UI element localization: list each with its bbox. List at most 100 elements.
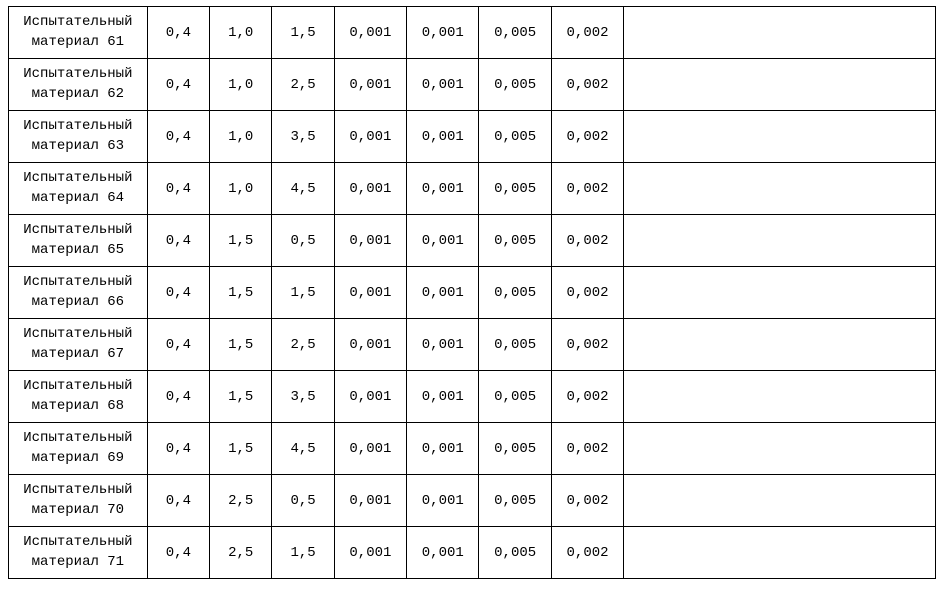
- row-label-line1: Испытательный: [13, 273, 143, 293]
- cell-c7: 0,002: [551, 423, 623, 475]
- cell-c5: 0,001: [407, 163, 479, 215]
- row-label-line1: Испытательный: [13, 221, 143, 241]
- row-label-line2: материал 66: [13, 293, 143, 313]
- table-row: Испытательныйматериал 680,41,53,50,0010,…: [9, 371, 936, 423]
- cell-c7: 0,002: [551, 267, 623, 319]
- cell-c5: 0,001: [407, 371, 479, 423]
- cell-empty: [624, 267, 936, 319]
- cell-c7: 0,002: [551, 371, 623, 423]
- cell-c6: 0,005: [479, 163, 551, 215]
- cell-c5: 0,001: [407, 59, 479, 111]
- row-label-line2: материал 67: [13, 345, 143, 365]
- cell-c4: 0,001: [334, 475, 406, 527]
- cell-c3: 3,5: [272, 371, 334, 423]
- row-label-line2: материал 64: [13, 189, 143, 209]
- cell-c3: 4,5: [272, 423, 334, 475]
- cell-c3: 0,5: [272, 215, 334, 267]
- cell-empty: [624, 59, 936, 111]
- cell-c5: 0,001: [407, 111, 479, 163]
- cell-c2: 1,5: [210, 319, 272, 371]
- cell-c3: 3,5: [272, 111, 334, 163]
- cell-c5: 0,001: [407, 215, 479, 267]
- cell-c4: 0,001: [334, 423, 406, 475]
- cell-c7: 0,002: [551, 59, 623, 111]
- cell-c5: 0,001: [407, 7, 479, 59]
- cell-c5: 0,001: [407, 527, 479, 579]
- cell-c4: 0,001: [334, 111, 406, 163]
- cell-c5: 0,001: [407, 475, 479, 527]
- row-label-line1: Испытательный: [13, 13, 143, 33]
- cell-c6: 0,005: [479, 267, 551, 319]
- cell-c2: 1,5: [210, 371, 272, 423]
- cell-c6: 0,005: [479, 527, 551, 579]
- cell-c4: 0,001: [334, 319, 406, 371]
- cell-c4: 0,001: [334, 371, 406, 423]
- cell-c2: 1,0: [210, 111, 272, 163]
- cell-c3: 1,5: [272, 267, 334, 319]
- cell-c6: 0,005: [479, 371, 551, 423]
- row-label: Испытательныйматериал 66: [9, 267, 148, 319]
- cell-c2: 1,0: [210, 59, 272, 111]
- cell-c3: 1,5: [272, 7, 334, 59]
- cell-c6: 0,005: [479, 423, 551, 475]
- cell-empty: [624, 111, 936, 163]
- row-label: Испытательныйматериал 64: [9, 163, 148, 215]
- cell-c6: 0,005: [479, 319, 551, 371]
- cell-c2: 1,0: [210, 7, 272, 59]
- row-label-line2: материал 61: [13, 33, 143, 53]
- row-label-line1: Испытательный: [13, 429, 143, 449]
- cell-c1: 0,4: [147, 163, 209, 215]
- cell-c5: 0,001: [407, 423, 479, 475]
- row-label: Испытательныйматериал 67: [9, 319, 148, 371]
- cell-empty: [624, 215, 936, 267]
- row-label: Испытательныйматериал 69: [9, 423, 148, 475]
- row-label-line1: Испытательный: [13, 325, 143, 345]
- row-label-line1: Испытательный: [13, 169, 143, 189]
- cell-c3: 2,5: [272, 319, 334, 371]
- table-row: Испытательныйматериал 700,42,50,50,0010,…: [9, 475, 936, 527]
- cell-c2: 2,5: [210, 527, 272, 579]
- row-label-line1: Испытательный: [13, 65, 143, 85]
- table-row: Испытательныйматериал 640,41,04,50,0010,…: [9, 163, 936, 215]
- table-row: Испытательныйматериал 630,41,03,50,0010,…: [9, 111, 936, 163]
- table-row: Испытательныйматериал 660,41,51,50,0010,…: [9, 267, 936, 319]
- cell-c1: 0,4: [147, 111, 209, 163]
- row-label-line2: материал 69: [13, 449, 143, 469]
- cell-c7: 0,002: [551, 215, 623, 267]
- cell-c2: 1,5: [210, 423, 272, 475]
- cell-c1: 0,4: [147, 215, 209, 267]
- table-row: Испытательныйматериал 670,41,52,50,0010,…: [9, 319, 936, 371]
- cell-empty: [624, 163, 936, 215]
- cell-c7: 0,002: [551, 163, 623, 215]
- row-label-line1: Испытательный: [13, 377, 143, 397]
- cell-empty: [624, 319, 936, 371]
- cell-c6: 0,005: [479, 215, 551, 267]
- cell-c3: 1,5: [272, 527, 334, 579]
- cell-c4: 0,001: [334, 7, 406, 59]
- cell-c7: 0,002: [551, 319, 623, 371]
- row-label-line2: материал 63: [13, 137, 143, 157]
- row-label: Испытательныйматериал 61: [9, 7, 148, 59]
- table-row: Испытательныйматериал 690,41,54,50,0010,…: [9, 423, 936, 475]
- cell-c2: 1,5: [210, 267, 272, 319]
- cell-c1: 0,4: [147, 59, 209, 111]
- row-label-line1: Испытательный: [13, 533, 143, 553]
- cell-c7: 0,002: [551, 527, 623, 579]
- table-row: Испытательныйматериал 620,41,02,50,0010,…: [9, 59, 936, 111]
- row-label-line2: материал 65: [13, 241, 143, 261]
- cell-c2: 2,5: [210, 475, 272, 527]
- cell-c6: 0,005: [479, 59, 551, 111]
- table-row: Испытательныйматериал 710,42,51,50,0010,…: [9, 527, 936, 579]
- table-row: Испытательныйматериал 650,41,50,50,0010,…: [9, 215, 936, 267]
- cell-c7: 0,002: [551, 7, 623, 59]
- cell-c3: 2,5: [272, 59, 334, 111]
- cell-c2: 1,0: [210, 163, 272, 215]
- cell-c1: 0,4: [147, 267, 209, 319]
- cell-c4: 0,001: [334, 267, 406, 319]
- cell-c1: 0,4: [147, 475, 209, 527]
- row-label: Испытательныйматериал 71: [9, 527, 148, 579]
- cell-c6: 0,005: [479, 7, 551, 59]
- cell-c5: 0,001: [407, 319, 479, 371]
- row-label-line2: материал 71: [13, 553, 143, 573]
- row-label-line1: Испытательный: [13, 481, 143, 501]
